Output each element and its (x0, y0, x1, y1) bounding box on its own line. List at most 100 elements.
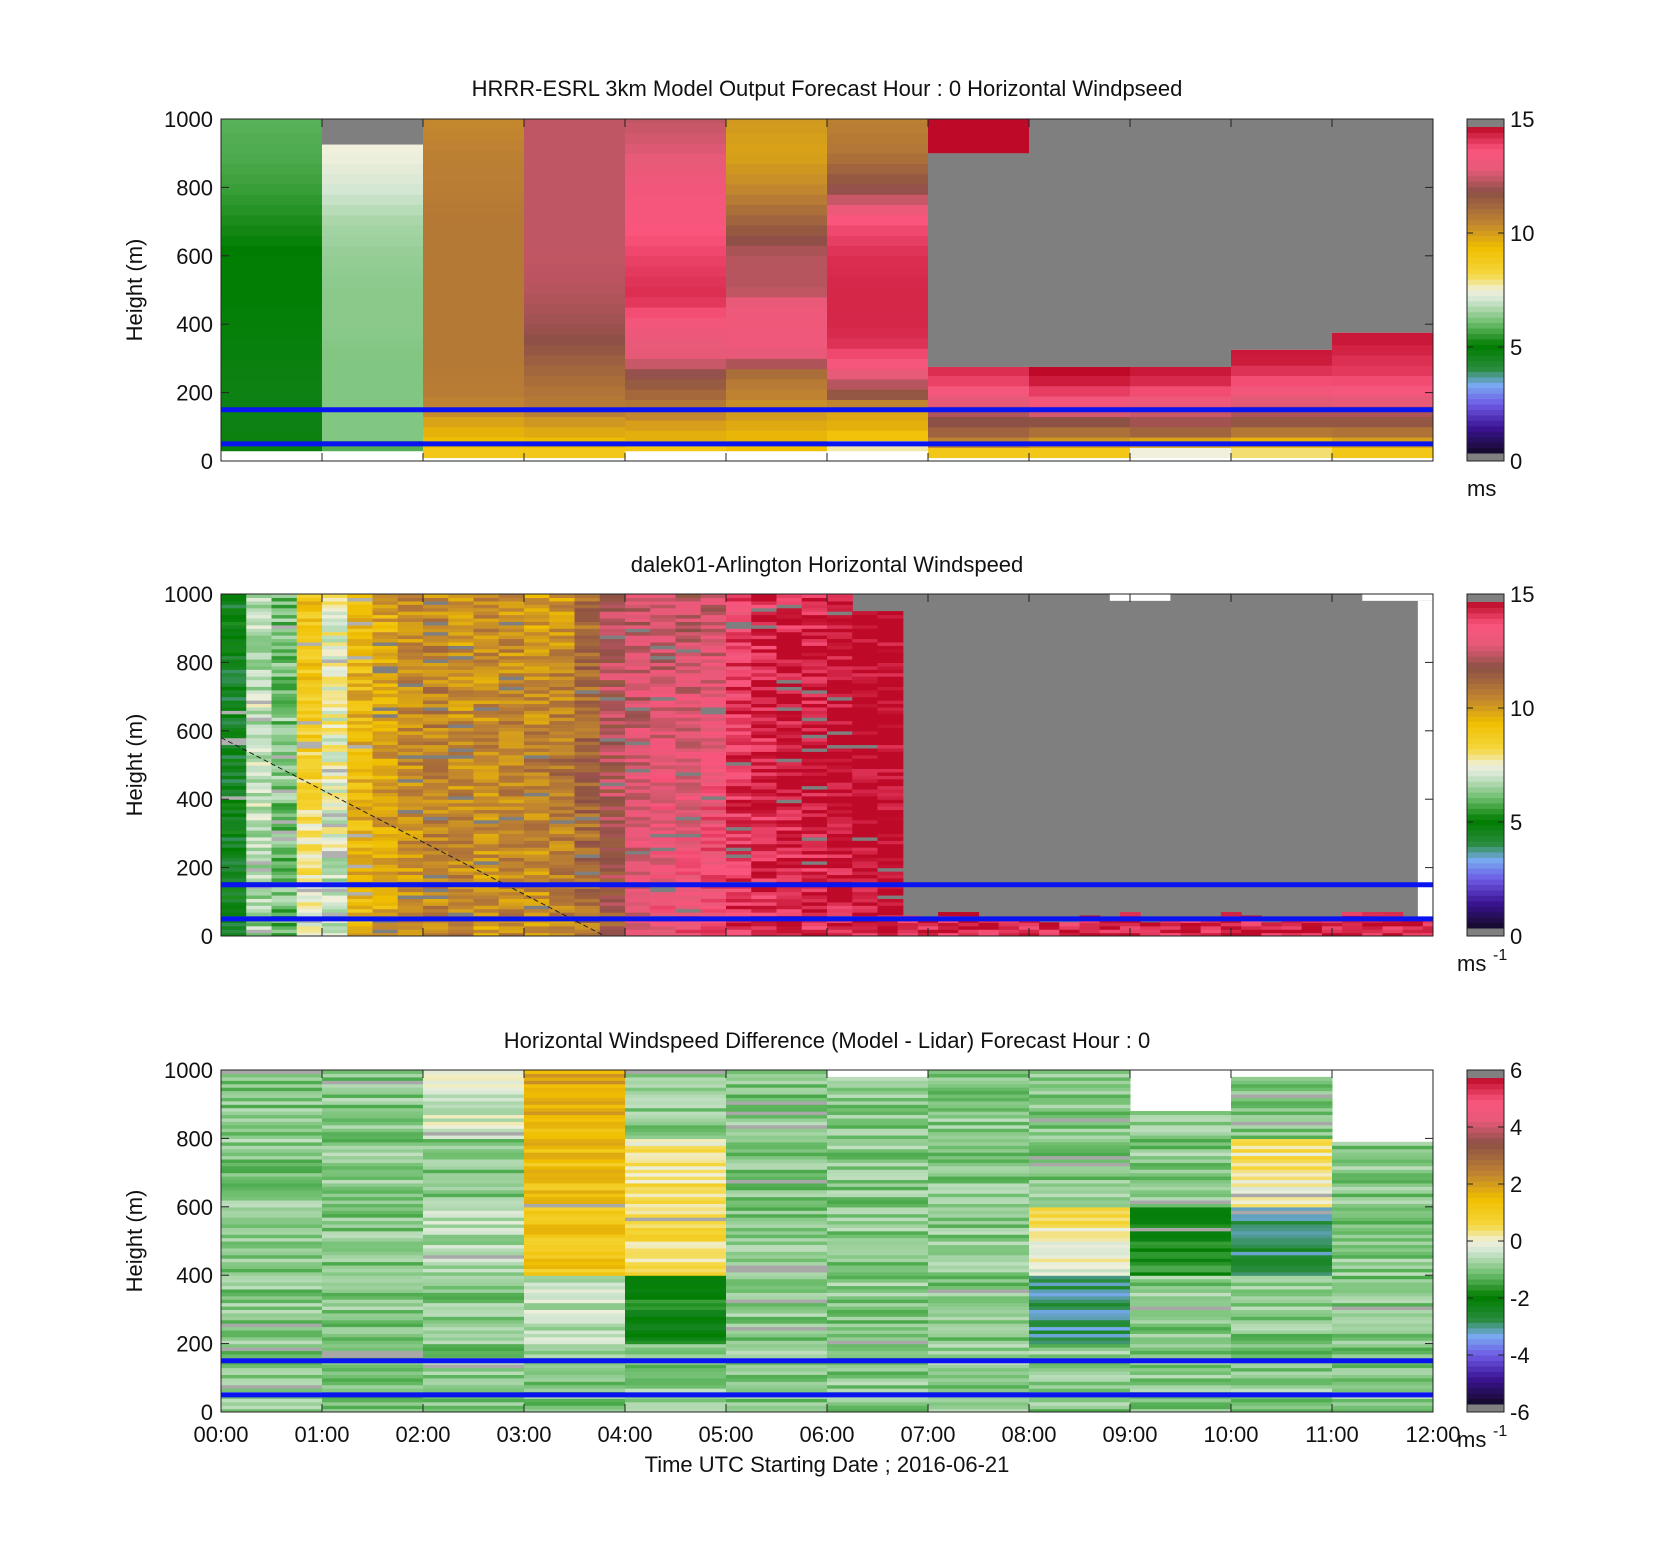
difference-cell (423, 1193, 525, 1198)
lidar-cell (599, 765, 626, 770)
lidar-cell (574, 816, 601, 821)
lidar-cell (372, 929, 399, 934)
difference-cell (1130, 1165, 1232, 1170)
lidar-cell (473, 662, 500, 667)
lidar-cell (347, 723, 374, 728)
lidar-cell (549, 607, 576, 612)
lidar-cell (498, 898, 525, 903)
model-cell (827, 214, 929, 226)
lidar-cell (599, 747, 626, 752)
lidar-cell (827, 672, 853, 677)
lidar-cell (675, 771, 702, 776)
lidar-cell (524, 847, 550, 852)
lidar-cell (726, 676, 752, 681)
model-cell (1332, 332, 1433, 335)
lidar-cell (397, 867, 424, 872)
model-cell (726, 378, 828, 390)
difference-cell (524, 1213, 626, 1218)
lidar-cell (372, 672, 399, 677)
colorbar-segment (1467, 322, 1504, 329)
lidar-cell (700, 802, 727, 807)
lidar-cell (751, 761, 778, 766)
lidar-cell (700, 922, 727, 927)
difference-cell (1029, 1186, 1131, 1191)
lidar-cell (827, 922, 853, 927)
lidar-cell (877, 624, 904, 629)
lidar-cell (423, 877, 449, 882)
lidar-cell (574, 809, 601, 814)
lidar-cell (801, 925, 828, 930)
lidar-cell (801, 669, 828, 674)
lidar-cell (397, 751, 424, 756)
lidar-cell (221, 737, 247, 742)
difference-cell (221, 1162, 323, 1167)
lidar-cell (296, 720, 323, 725)
lidar-cell (322, 689, 348, 694)
lidar-cell (1119, 912, 1141, 917)
x-tick-label: 04:00 (597, 1422, 652, 1447)
lidar-cell (473, 689, 500, 694)
lidar-cell (675, 816, 702, 821)
lidar-cell (726, 662, 752, 667)
lidar-cell (423, 816, 449, 821)
difference-cell (1231, 1117, 1333, 1122)
difference-cell (625, 1377, 727, 1382)
lidar-cell (271, 638, 298, 643)
difference-cell (1332, 1251, 1433, 1256)
lidar-cell (296, 778, 323, 783)
lidar-cell (347, 638, 374, 643)
lidar-cell (801, 799, 828, 804)
lidar-cell (473, 607, 500, 612)
difference-cell (221, 1111, 323, 1116)
lidar-cell (473, 751, 500, 756)
lidar-cell (498, 908, 525, 913)
difference-cell (1332, 1145, 1433, 1150)
lidar-cell (347, 600, 374, 605)
model-cell (1332, 334, 1433, 346)
lidar-cell (473, 621, 500, 626)
lidar-cell (599, 754, 626, 759)
lidar-cell (827, 747, 853, 752)
colorbar-segment (1467, 699, 1504, 706)
lidar-cell (852, 713, 879, 718)
difference-cell (1029, 1176, 1131, 1181)
lidar-cell (650, 624, 677, 629)
lidar-cell (347, 706, 374, 711)
difference-cell (221, 1107, 323, 1112)
lidar-cell (473, 888, 500, 893)
lidar-cell (221, 850, 247, 855)
lidar-cell (549, 853, 576, 858)
difference-cell (524, 1227, 626, 1232)
difference-cell (1029, 1326, 1131, 1331)
difference-cell (1029, 1405, 1131, 1410)
lidar-cell (751, 864, 778, 869)
lidar-cell (271, 925, 298, 930)
difference-cell (726, 1121, 828, 1126)
lidar-cell (675, 614, 702, 619)
colorbar-tick-label: 5 (1510, 810, 1522, 835)
lidar-cell (700, 604, 727, 609)
lidar-cell (700, 617, 727, 622)
lidar-cell (801, 806, 828, 811)
difference-cell (928, 1353, 1030, 1358)
y-tick-label: 400 (176, 312, 213, 337)
lidar-cell (599, 604, 626, 609)
difference-cell (221, 1234, 323, 1239)
lidar-cell (877, 696, 904, 701)
difference-cell (625, 1388, 727, 1393)
lidar-cell (322, 898, 348, 903)
lidar-cell (448, 799, 475, 804)
difference-cell (1332, 1193, 1433, 1198)
difference-cell (322, 1080, 424, 1085)
lidar-cell (827, 932, 853, 936)
lidar-cell (322, 836, 348, 841)
lidar-cell (700, 912, 727, 917)
lidar-cell (1402, 932, 1424, 936)
lidar-cell (827, 734, 853, 739)
difference-cell (322, 1199, 424, 1204)
lidar-cell (372, 744, 399, 749)
lidar-cell (448, 874, 475, 879)
lidar-cell (221, 847, 247, 852)
model-cell (221, 409, 323, 421)
